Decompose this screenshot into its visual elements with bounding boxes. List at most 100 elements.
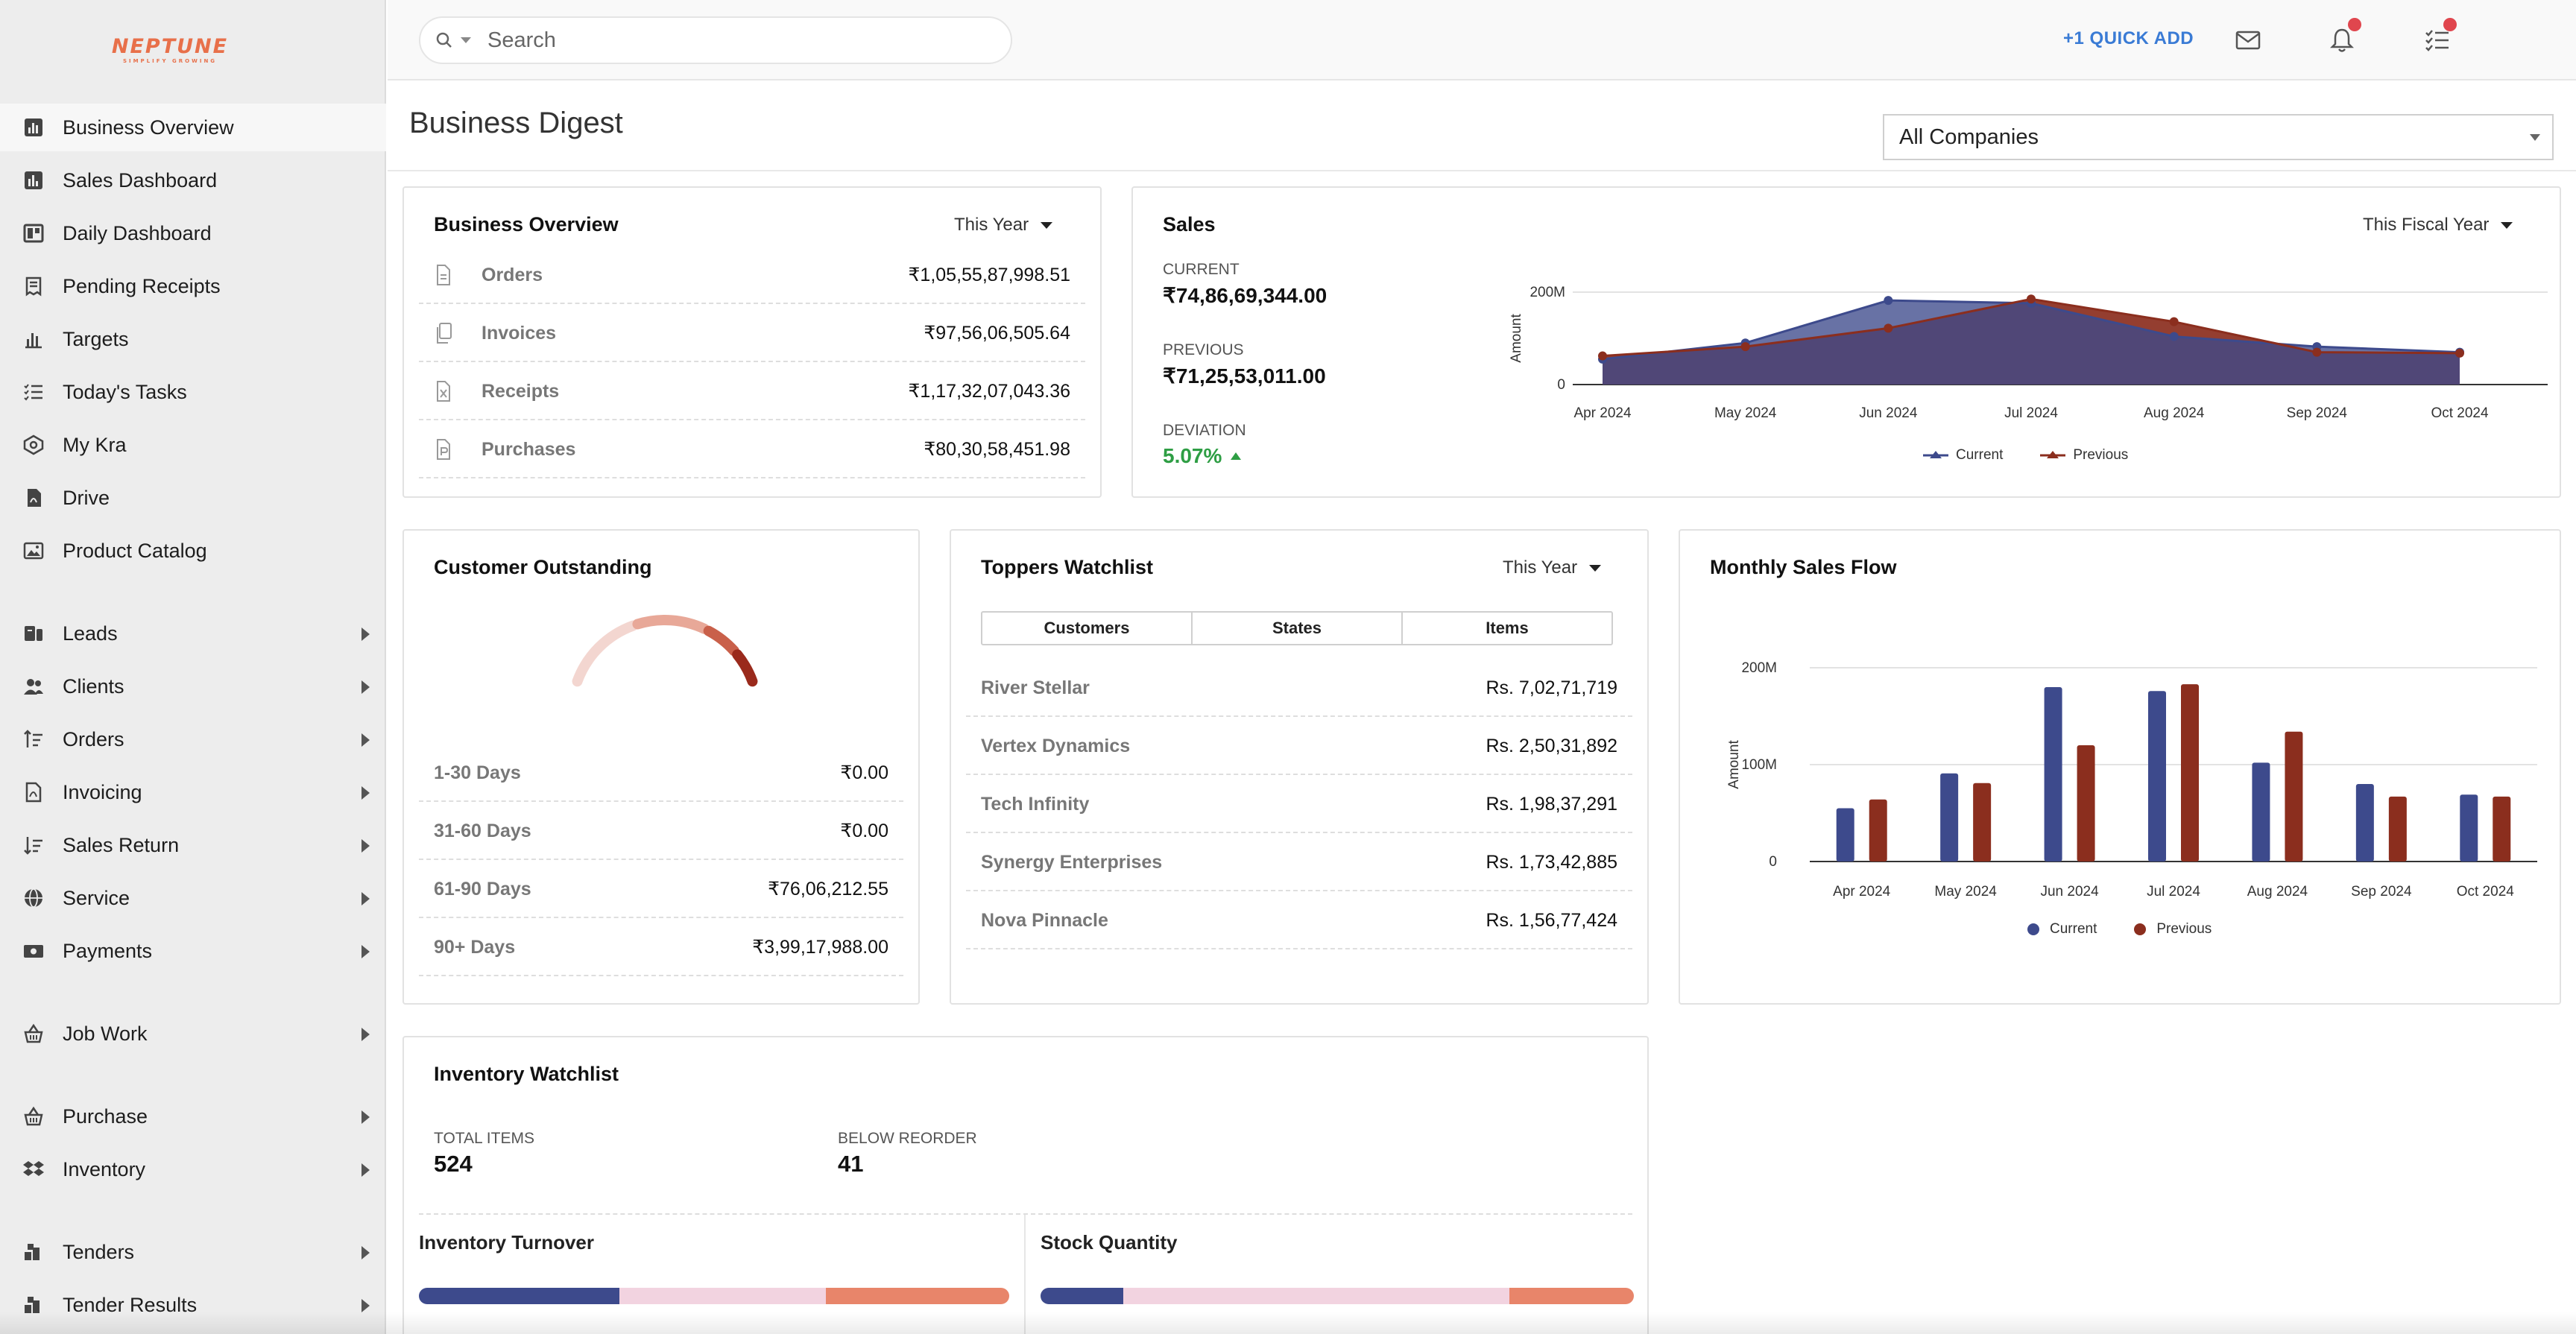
search-box[interactable] (419, 16, 1012, 64)
sidebar-item-label: Today's Tasks (63, 380, 187, 403)
search-icon[interactable] (435, 31, 453, 49)
sidebar-item-product-catalog[interactable]: Product Catalog (0, 527, 386, 575)
sidebar-item-payments[interactable]: Payments (0, 927, 386, 975)
bar-previous[interactable] (2181, 684, 2199, 862)
sidebar-item-drive[interactable]: Drive (0, 474, 386, 522)
search-input[interactable] (487, 28, 935, 53)
globe-icon (22, 887, 45, 909)
legend-previous-label: Previous (2156, 921, 2212, 937)
point-current[interactable] (1884, 296, 1893, 306)
sales-previous-value: ₹71,25,53,011.00 (1163, 364, 1326, 388)
sidebar-item-pending-receipts[interactable]: Pending Receipts (0, 262, 386, 310)
sidebar-item-business-overview[interactable]: Business Overview (0, 104, 386, 151)
sidebar-item-orders[interactable]: Orders (0, 715, 386, 763)
point-previous[interactable] (1598, 351, 1607, 361)
tab-customers[interactable]: Customers (982, 613, 1193, 644)
sidebar-item-purchase[interactable]: Purchase (0, 1093, 386, 1140)
bar-current[interactable] (2355, 784, 2374, 862)
legend-previous[interactable]: Previous (2040, 447, 2128, 464)
sidebar-item-tender-results[interactable]: Tender Results (0, 1281, 386, 1329)
bar-current[interactable] (2460, 794, 2478, 862)
sidebar-item-today-s-tasks[interactable]: Today's Tasks (0, 368, 386, 416)
x-tick-label: Sep 2024 (2351, 884, 2412, 900)
sidebar-item-my-kra[interactable]: My Kra (0, 421, 386, 469)
bar-current[interactable] (2044, 687, 2062, 862)
point-previous[interactable] (1884, 323, 1893, 333)
company-filter-select[interactable]: All Companies (1883, 114, 2554, 160)
sidebar-item-label: Invoicing (63, 780, 142, 803)
sidebar-item-job-work[interactable]: Job Work (0, 1010, 386, 1058)
bar-current[interactable] (2148, 691, 2166, 862)
point-previous[interactable] (2169, 317, 2179, 326)
sidebar-item-invoicing[interactable]: Invoicing (0, 768, 386, 816)
tab-items[interactable]: Items (1486, 619, 1529, 637)
top-bar: +1 QUICK ADD (388, 0, 2576, 80)
sales-period-dropdown[interactable]: This Fiscal Year (2363, 215, 2513, 235)
topper-row[interactable]: Synergy Enterprises Rs. 1,73,42,885 (966, 835, 1632, 891)
sidebar-item-label: Purchase (63, 1104, 148, 1128)
sidebar-item-leads[interactable]: Leads (0, 610, 386, 657)
sidebar-item-tenders[interactable]: Tenders (0, 1228, 386, 1276)
y-tick-label: 200M (1530, 285, 1565, 300)
notification-bell-icon[interactable] (2326, 18, 2361, 57)
bar-current[interactable] (1940, 773, 1959, 862)
sidebar-item-sales-return[interactable]: Sales Return (0, 821, 386, 869)
sidebar-item-targets[interactable]: Targets (0, 315, 386, 363)
sidebar-item-service[interactable]: Service (0, 874, 386, 922)
topper-row[interactable]: Tech Infinity Rs. 1,98,37,291 (966, 777, 1632, 833)
business-overview-row-receipts[interactable]: Receipts ₹1,17,32,07,043.36 (419, 364, 1085, 420)
task-checklist-icon[interactable] (2421, 18, 2457, 57)
legend-current[interactable]: Current (2027, 921, 2097, 938)
sidebar-item-label: Product Catalog (63, 539, 207, 562)
point-previous[interactable] (1740, 342, 1750, 352)
business-overview-row-purchases[interactable]: Purchases ₹80,30,58,451.98 (419, 422, 1085, 478)
business-overview-row-invoices[interactable]: Invoices ₹97,56,06,505.64 (419, 306, 1085, 362)
business-overview-period-dropdown[interactable]: This Year (954, 215, 1053, 235)
sidebar-item-inventory[interactable]: Inventory (0, 1145, 386, 1193)
sidebar-item-sales-dashboard[interactable]: Sales Dashboard (0, 157, 386, 204)
bar-previous[interactable] (2077, 745, 2095, 862)
x-tick-label: Sep 2024 (2287, 405, 2348, 421)
bar-previous[interactable] (2493, 796, 2511, 862)
bar-chart-icon (22, 116, 45, 139)
legend-current[interactable]: Current (1923, 447, 2003, 464)
sidebar-item-label: Sales Dashboard (63, 168, 218, 192)
turnover-segment-1 (419, 1288, 620, 1304)
sales-title: Sales (1163, 213, 1216, 235)
toppers-period-dropdown[interactable]: This Year (1503, 557, 1602, 578)
bar-previous[interactable] (2285, 731, 2303, 862)
business-overview-row-orders[interactable]: Orders ₹1,05,55,87,998.51 (419, 247, 1085, 304)
sidebar-item-clients[interactable]: Clients (0, 663, 386, 710)
point-previous[interactable] (2312, 347, 2322, 357)
search-scope-dropdown-icon[interactable] (461, 37, 471, 43)
task-badge (2443, 18, 2457, 31)
bar-current[interactable] (2252, 762, 2270, 862)
point-previous[interactable] (2455, 348, 2464, 358)
quick-add-button[interactable]: +1 QUICK ADD (2063, 28, 2194, 48)
outstanding-row: 1-30 Days ₹0.00 (419, 745, 903, 802)
image-icon (22, 540, 45, 562)
legend-previous[interactable]: Previous (2134, 921, 2212, 938)
topper-row[interactable]: Nova Pinnacle Rs. 1,56,77,424 (966, 893, 1632, 949)
x-tick-label: Aug 2024 (2144, 405, 2205, 421)
turnover-segment-3 (826, 1288, 1009, 1304)
bar-previous[interactable] (1973, 783, 1992, 862)
basket-icon (22, 1022, 45, 1045)
clients-icon (22, 675, 45, 698)
topper-row[interactable]: Vertex Dynamics Rs. 2,50,31,892 (966, 718, 1632, 775)
invoice-icon (22, 781, 45, 803)
tender-results-icon (22, 1294, 45, 1316)
point-current[interactable] (2169, 332, 2179, 341)
bar-previous[interactable] (2388, 796, 2407, 862)
targets-chart-icon (22, 328, 45, 350)
below-reorder-value: 41 (838, 1151, 864, 1177)
tab-states[interactable]: States (1193, 613, 1403, 644)
sidebar-item-daily-dashboard[interactable]: Daily Dashboard (0, 209, 386, 257)
bar-current[interactable] (1836, 808, 1854, 862)
topper-row[interactable]: River Stellar Rs. 7,02,71,719 (966, 660, 1632, 717)
bar-previous[interactable] (1869, 799, 1887, 862)
chevron-right-icon (362, 1028, 370, 1041)
mail-icon[interactable] (2232, 24, 2264, 57)
point-previous[interactable] (2027, 294, 2036, 304)
app-logo[interactable]: NEPTUNE SIMPLIFY GROWING (0, 0, 385, 100)
